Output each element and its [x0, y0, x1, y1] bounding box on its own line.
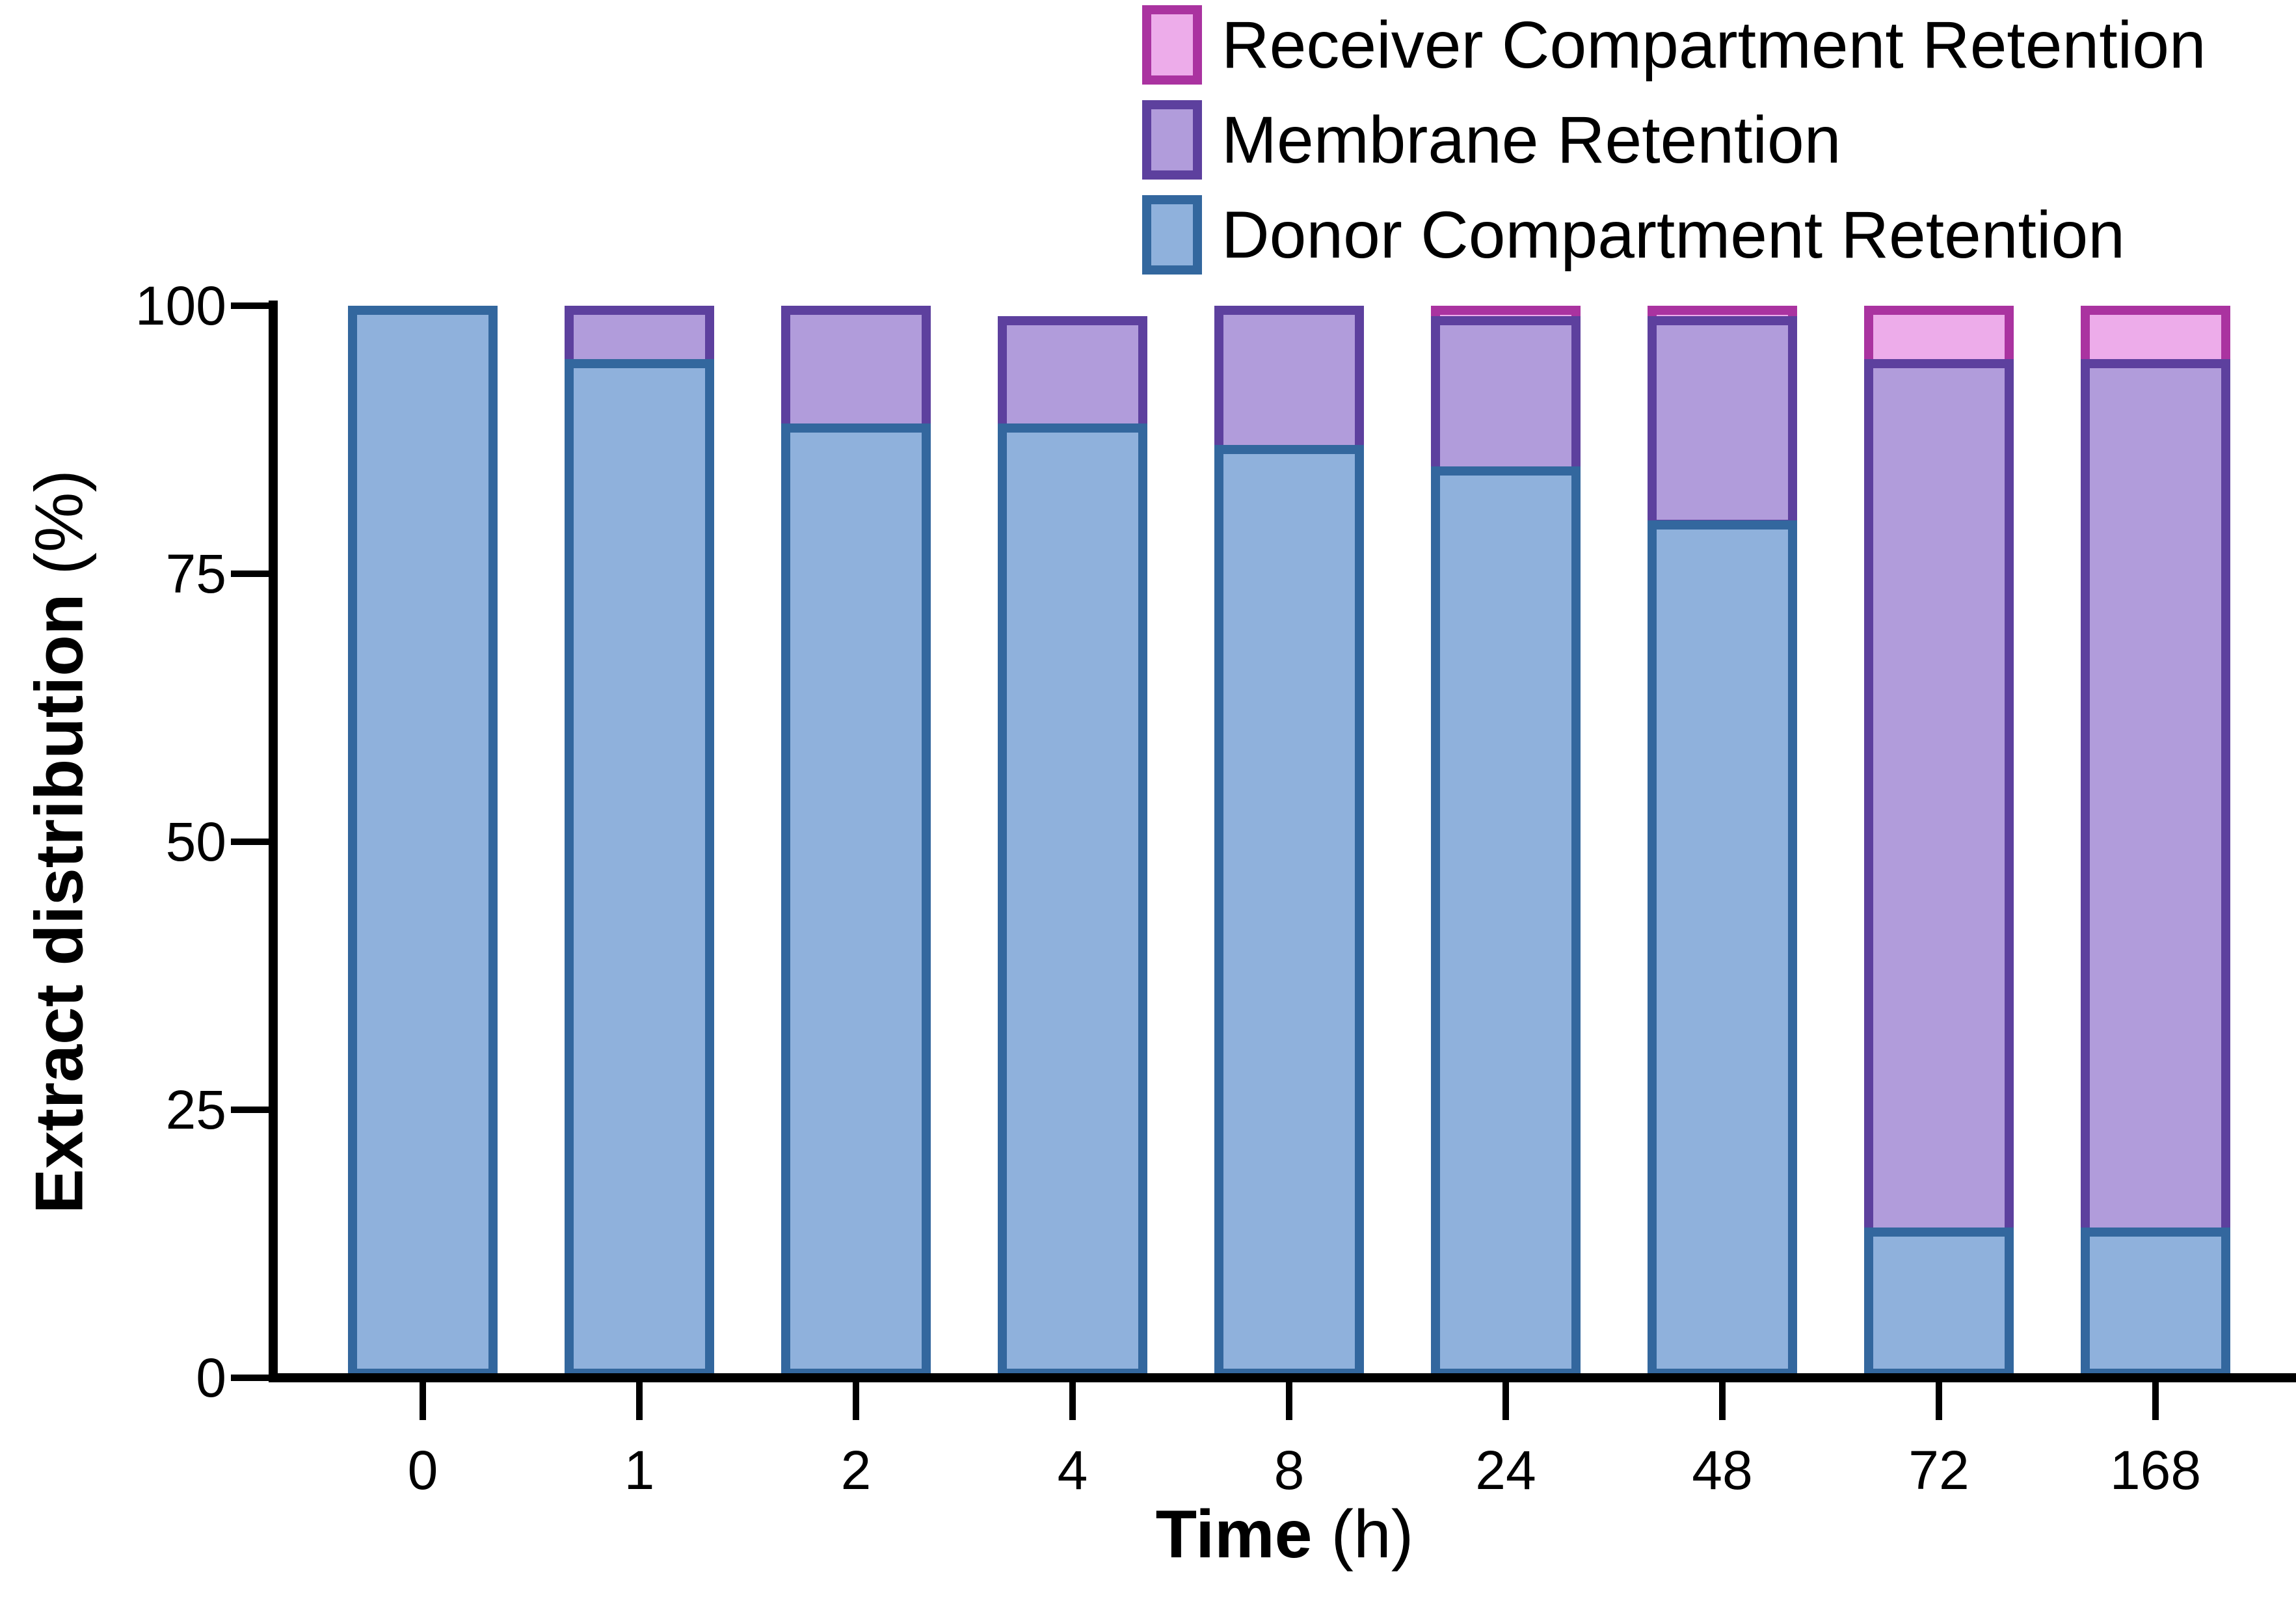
bar-24h-donor-segment [1431, 466, 1581, 1378]
y-axis-line [269, 301, 278, 1382]
bar-2h-membrane-segment [781, 306, 931, 433]
bar-24h-membrane-segment [1431, 316, 1581, 476]
y-tick-label: 0 [196, 1347, 226, 1408]
x-tick-mark [1719, 1382, 1726, 1420]
legend-swatch [1142, 5, 1202, 85]
x-tick-label: 72 [1908, 1440, 1969, 1501]
legend-label: Membrane Retention [1221, 102, 1841, 177]
bar-168h-donor-segment [2081, 1228, 2230, 1378]
x-tick-mark [1502, 1382, 1509, 1420]
bar-48h-membrane-segment [1648, 316, 1797, 529]
x-tick-label: 24 [1475, 1440, 1536, 1501]
legend-item: Donor Compartment Retention [1142, 195, 2206, 275]
x-tick-mark [853, 1382, 859, 1420]
x-tick-mark [1069, 1382, 1076, 1420]
bar-4h-donor-segment [998, 423, 1147, 1378]
y-tick-label: 100 [135, 275, 226, 336]
legend-label: Receiver Compartment Retention [1221, 7, 2206, 82]
bar-8h-donor-segment [1214, 445, 1364, 1378]
legend-item: Membrane Retention [1142, 100, 2206, 180]
x-tick-label: 4 [1057, 1440, 1088, 1501]
bar-4h-membrane-segment [998, 316, 1147, 433]
x-tick-mark [636, 1382, 643, 1420]
x-tick-mark [420, 1382, 426, 1420]
y-tick-mark [231, 302, 269, 309]
x-axis-title-text: Time [1155, 1497, 1313, 1572]
legend-label: Donor Compartment Retention [1221, 197, 2126, 272]
y-tick-mark [231, 1107, 269, 1113]
y-tick-mark [231, 839, 269, 845]
legend-swatch [1142, 100, 1202, 180]
x-axis-title-unit: (h) [1312, 1497, 1414, 1572]
x-tick-mark [1936, 1382, 1942, 1420]
x-tick-label: 168 [2109, 1440, 2202, 1501]
x-tick-mark [1286, 1382, 1292, 1420]
x-tick-label: 48 [1692, 1440, 1753, 1501]
y-tick-label: 50 [165, 811, 226, 872]
x-axis-title: Time (h) [1156, 1496, 1414, 1574]
bar-2h-donor-segment [781, 423, 931, 1378]
legend-swatch [1142, 195, 1202, 275]
legend-item: Receiver Compartment Retention [1142, 5, 2206, 85]
y-tick-mark [231, 570, 269, 577]
legend: Receiver Compartment Retention Membrane R… [1142, 5, 2206, 290]
bar-1h-donor-segment [565, 359, 714, 1378]
bar-48h-donor-segment [1648, 520, 1797, 1378]
x-tick-label: 1 [624, 1440, 655, 1501]
bar-168h-membrane-segment [2081, 359, 2230, 1237]
x-tick-mark [2152, 1382, 2159, 1420]
bar-72h-donor-segment [1864, 1228, 2014, 1378]
y-tick-label: 75 [165, 543, 226, 604]
bar-1h-membrane-segment [565, 306, 714, 368]
x-tick-label: 8 [1274, 1440, 1305, 1501]
x-axis-line [269, 1373, 2296, 1382]
bar-72h-membrane-segment [1864, 359, 2014, 1237]
x-tick-label: 0 [407, 1440, 438, 1501]
y-tick-mark [231, 1375, 269, 1381]
bar-0h-donor-segment [348, 306, 498, 1378]
y-tick-label: 25 [165, 1079, 226, 1140]
bar-8h-membrane-segment [1214, 306, 1364, 454]
x-tick-label: 2 [840, 1440, 872, 1501]
